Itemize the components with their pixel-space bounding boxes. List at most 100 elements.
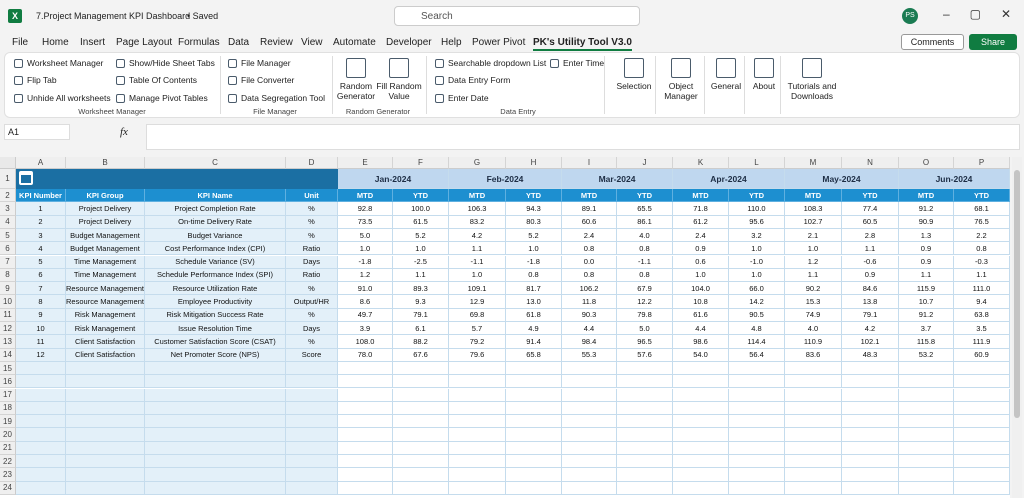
cell: 53.2 xyxy=(899,348,954,362)
cell: 1.2 xyxy=(338,268,393,283)
ribbon-button[interactable]: File Manager xyxy=(241,58,291,68)
ribbon-button[interactable]: Searchable dropdown List xyxy=(448,58,547,68)
cell: 76.5 xyxy=(954,215,1010,229)
cell xyxy=(145,481,286,495)
menu-tab[interactable]: Data xyxy=(228,37,250,48)
ribbon-separator xyxy=(780,56,781,114)
cell xyxy=(617,361,673,376)
menu-tab[interactable]: Formulas xyxy=(178,37,220,48)
cell: Project Completion Rate xyxy=(145,202,286,216)
cell xyxy=(617,455,673,469)
cell: On-time Delivery Rate xyxy=(145,215,286,229)
ribbon-button[interactable]: Show/Hide Sheet Tabs xyxy=(129,58,215,68)
cell: 54.0 xyxy=(673,348,729,362)
ribbon-button[interactable]: Enter Time xyxy=(563,58,605,68)
ribbon xyxy=(4,52,1020,118)
cell: 91.0 xyxy=(338,282,393,296)
row-header: 9 xyxy=(0,282,16,296)
table-header: Unit xyxy=(286,189,338,203)
ribbon-big-button[interactable]: About xyxy=(752,81,776,91)
name-box[interactable] xyxy=(4,124,70,140)
cell: Project Delivery xyxy=(66,202,145,216)
window-controls[interactable]: –▢✕ xyxy=(943,7,1024,21)
table-header: KPI Name xyxy=(145,189,286,203)
file-name: 7.Project Management KPI Dashboard xyxy=(36,11,191,21)
ribbon-big-button[interactable]: Selection xyxy=(616,81,652,91)
menu-tab[interactable]: PK's Utility Tool V3.0 xyxy=(533,37,632,51)
scrollbar-thumb[interactable] xyxy=(1014,170,1020,418)
home-icon[interactable] xyxy=(19,171,33,185)
cell xyxy=(673,415,729,429)
ribbon-big-button[interactable]: General xyxy=(710,81,742,91)
ribbon-button[interactable]: Worksheet Manager xyxy=(27,58,104,68)
search-box[interactable] xyxy=(394,6,640,26)
cell xyxy=(899,375,954,389)
cell: Schedule Variance (SV) xyxy=(145,255,286,269)
month-header: Feb-2024 xyxy=(449,169,562,189)
cell xyxy=(954,361,1010,376)
cell: 6.1 xyxy=(393,322,449,336)
cell xyxy=(785,361,842,376)
cell: 4.4 xyxy=(673,322,729,336)
menu-tab[interactable]: Insert xyxy=(80,37,106,48)
ribbon-button[interactable]: File Converter xyxy=(241,75,295,85)
column-header: P xyxy=(954,157,1010,169)
cell: -0.3 xyxy=(954,255,1010,269)
ribbon-button[interactable]: Data Segregation Tool xyxy=(241,93,325,103)
cell xyxy=(338,428,393,442)
ribbon-button[interactable]: Table Of Contents xyxy=(129,75,198,85)
cell: 67.9 xyxy=(617,282,673,296)
row-header: 4 xyxy=(0,215,16,229)
ribbon-button[interactable]: Unhide All worksheets xyxy=(27,93,111,103)
share-button[interactable]: Share xyxy=(969,34,1017,50)
cell: 1.0 xyxy=(673,268,729,283)
cell: 0.9 xyxy=(899,255,954,269)
menu-tab[interactable]: Home xyxy=(42,37,69,48)
user-avatar[interactable]: PS xyxy=(902,8,918,24)
cell: 4.2 xyxy=(842,322,899,336)
ribbon-button[interactable]: Manage Pivot Tables xyxy=(129,93,208,103)
cell xyxy=(729,481,785,495)
ribbon-big-button[interactable]: Random Generator xyxy=(336,81,376,101)
cell: 1.1 xyxy=(842,242,899,256)
cell xyxy=(66,428,145,442)
cell xyxy=(449,441,506,455)
cell xyxy=(954,401,1010,416)
ribbon-big-button[interactable]: Tutorials and Downloads xyxy=(787,81,837,101)
comments-button[interactable]: Comments xyxy=(901,34,964,50)
menu-tab[interactable]: Page Layout xyxy=(116,37,173,48)
cell: 7 xyxy=(16,282,66,296)
table-header: MTD xyxy=(785,189,842,203)
ribbon-button[interactable]: Data Entry Form xyxy=(448,75,511,85)
menu-tab[interactable]: Review xyxy=(260,37,293,48)
ribbon-button[interactable]: Flip Tab xyxy=(27,75,57,85)
menu-tab[interactable]: View xyxy=(301,37,323,48)
cell xyxy=(617,468,673,482)
menu-tab[interactable]: Automate xyxy=(333,37,376,48)
menu-tab[interactable]: Power Pivot xyxy=(472,37,526,48)
menu-tab[interactable]: Help xyxy=(441,37,462,48)
ribbon-big-button[interactable]: Fill Random Value xyxy=(376,81,422,101)
menu-tab[interactable]: Developer xyxy=(386,37,432,48)
column-header: C xyxy=(145,157,286,169)
ribbon-button[interactable]: Enter Date xyxy=(448,93,489,103)
cell: 109.1 xyxy=(449,282,506,296)
ribbon-big-button[interactable]: Object Manager xyxy=(664,81,698,101)
cell xyxy=(954,468,1010,482)
menu-tab[interactable]: File xyxy=(12,37,29,48)
cell xyxy=(393,428,449,442)
cell: 5.7 xyxy=(449,322,506,336)
cell xyxy=(673,388,729,402)
cell xyxy=(729,375,785,389)
cell: 114.4 xyxy=(729,335,785,349)
cell: 90.2 xyxy=(785,282,842,296)
cell: Issue Resolution Time xyxy=(145,322,286,336)
cell: 60.9 xyxy=(954,348,1010,362)
cell xyxy=(338,455,393,469)
cell: Ratio xyxy=(286,268,338,283)
formula-input[interactable] xyxy=(146,124,1020,150)
cell: 55.3 xyxy=(562,348,617,362)
cell: 5.0 xyxy=(338,228,393,243)
cell: 115.8 xyxy=(899,335,954,349)
cell: 2.4 xyxy=(673,228,729,243)
